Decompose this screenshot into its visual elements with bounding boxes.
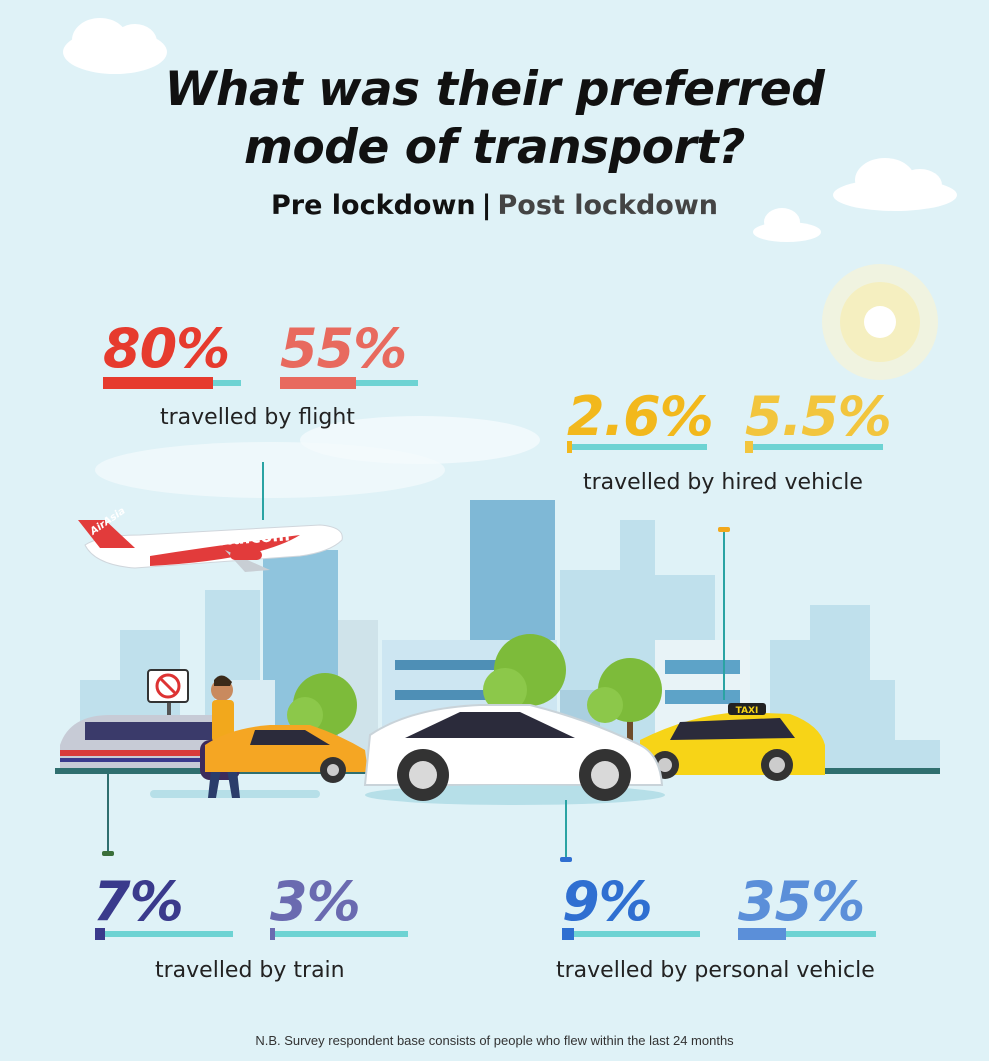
cloud-icon [833,158,957,211]
flight-pre-bar [103,377,241,389]
footnote: N.B. Survey respondent base consists of … [255,1033,734,1048]
flight-pre-fill [103,377,214,389]
page-title-line-2: mode of transport? [244,120,745,175]
flight-post-value: 55% [280,317,407,380]
train-pre-bar [95,928,233,940]
personal-caption: travelled by personal vehicle [556,958,875,983]
taxi-icon: TAXI [640,703,825,781]
tree-icon [587,658,662,760]
legend-pre-lockdown: Pre lockdown [270,190,476,221]
legend: Pre lockdown | Post lockdown [0,190,989,221]
white-car-icon [363,704,665,805]
legend-post-lockdown: Post lockdown [497,190,719,221]
connector-lines [102,462,730,862]
hired-post-bar [745,441,883,453]
personal-pre-bar [562,928,700,940]
train-post-fill [270,928,275,940]
personal-post-value: 35% [738,870,865,933]
personal-pre-value: 9% [562,870,653,933]
cloud-icon [63,18,167,74]
tree-icon [483,634,566,760]
hired-pre-fill [567,441,572,453]
cloud-icon [753,208,821,242]
train-post-bar [270,928,408,940]
personal-post-bar [738,928,876,940]
flight-pre-value: 80% [103,317,230,380]
personal-post-fill [738,928,787,940]
train-post-value: 3% [270,870,361,933]
hired-caption: travelled by hired vehicle [583,470,863,495]
train-caption: travelled by train [155,958,345,983]
train-pre-fill [95,928,105,940]
flight-caption: travelled by flight [160,405,355,430]
page-title-line-1: What was their preferred [164,62,825,117]
train-icon [60,715,230,768]
hired-post-fill [745,441,753,453]
orange-car-icon [205,725,368,783]
taxi-sign-text: TAXI [736,706,759,716]
hired-pre-bar [567,441,707,453]
flight-post-fill [280,377,356,389]
hired-pre-value: 2.6% [567,385,714,448]
hired-post-value: 5.5% [745,385,892,448]
legend-separator: | [481,190,492,221]
train-pre-value: 7% [93,870,184,933]
personal-pre-fill [562,928,575,940]
flight-post-bar [280,377,418,389]
